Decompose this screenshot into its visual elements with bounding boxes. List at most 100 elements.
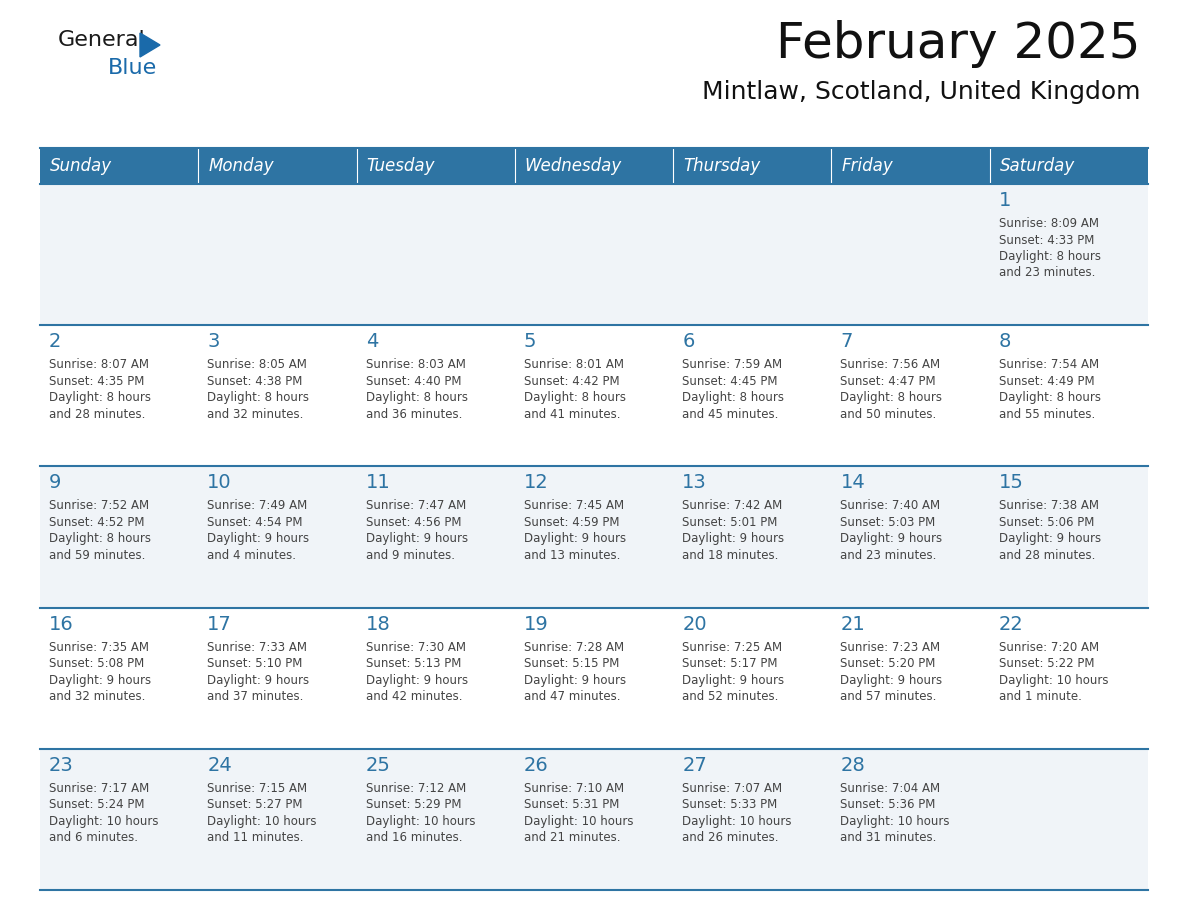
Text: Sunrise: 8:07 AM: Sunrise: 8:07 AM — [49, 358, 148, 371]
Bar — [198, 184, 356, 325]
Text: 17: 17 — [207, 614, 232, 633]
Bar — [40, 325, 198, 466]
Text: and 36 minutes.: and 36 minutes. — [366, 408, 462, 420]
Text: Sunset: 4:33 PM: Sunset: 4:33 PM — [999, 233, 1094, 247]
Text: Daylight: 8 hours: Daylight: 8 hours — [49, 532, 151, 545]
Text: Daylight: 9 hours: Daylight: 9 hours — [682, 674, 784, 687]
Text: Daylight: 9 hours: Daylight: 9 hours — [524, 674, 626, 687]
Bar — [198, 325, 356, 466]
Text: Sunset: 5:17 PM: Sunset: 5:17 PM — [682, 657, 778, 670]
Text: Sunrise: 7:15 AM: Sunrise: 7:15 AM — [207, 782, 308, 795]
Text: 6: 6 — [682, 332, 695, 352]
Text: and 45 minutes.: and 45 minutes. — [682, 408, 778, 420]
Text: Sunday: Sunday — [50, 157, 112, 175]
Text: and 4 minutes.: and 4 minutes. — [207, 549, 296, 562]
Text: Daylight: 10 hours: Daylight: 10 hours — [207, 815, 317, 828]
Text: Sunrise: 8:09 AM: Sunrise: 8:09 AM — [999, 217, 1099, 230]
Bar — [514, 749, 674, 890]
Text: Daylight: 9 hours: Daylight: 9 hours — [366, 674, 468, 687]
Bar — [674, 466, 832, 608]
Bar — [198, 466, 356, 608]
Text: Sunset: 5:27 PM: Sunset: 5:27 PM — [207, 799, 303, 812]
Text: and 32 minutes.: and 32 minutes. — [49, 690, 145, 703]
Text: 3: 3 — [207, 332, 220, 352]
Text: and 37 minutes.: and 37 minutes. — [207, 690, 304, 703]
Text: Daylight: 9 hours: Daylight: 9 hours — [49, 674, 151, 687]
Text: Tuesday: Tuesday — [367, 157, 435, 175]
Text: Daylight: 10 hours: Daylight: 10 hours — [49, 815, 158, 828]
Bar — [990, 184, 1148, 325]
Text: and 52 minutes.: and 52 minutes. — [682, 690, 778, 703]
Bar — [990, 749, 1148, 890]
Text: and 13 minutes.: and 13 minutes. — [524, 549, 620, 562]
Text: Sunset: 5:13 PM: Sunset: 5:13 PM — [366, 657, 461, 670]
Text: 28: 28 — [840, 756, 865, 775]
Bar — [990, 608, 1148, 749]
Bar — [832, 148, 990, 184]
Text: 4: 4 — [366, 332, 378, 352]
Text: and 26 minutes.: and 26 minutes. — [682, 832, 778, 845]
Text: Wednesday: Wednesday — [525, 157, 623, 175]
Text: and 1 minute.: and 1 minute. — [999, 690, 1081, 703]
Text: 27: 27 — [682, 756, 707, 775]
Polygon shape — [140, 33, 160, 57]
Text: Sunset: 5:31 PM: Sunset: 5:31 PM — [524, 799, 619, 812]
Text: Sunrise: 7:49 AM: Sunrise: 7:49 AM — [207, 499, 308, 512]
Bar — [356, 148, 514, 184]
Text: Sunset: 5:20 PM: Sunset: 5:20 PM — [840, 657, 936, 670]
Text: Monday: Monday — [208, 157, 274, 175]
Bar — [990, 148, 1148, 184]
Text: 24: 24 — [207, 756, 232, 775]
Text: 22: 22 — [999, 614, 1024, 633]
Text: Sunrise: 7:30 AM: Sunrise: 7:30 AM — [366, 641, 466, 654]
Text: 7: 7 — [840, 332, 853, 352]
Text: Sunrise: 7:54 AM: Sunrise: 7:54 AM — [999, 358, 1099, 371]
Text: 12: 12 — [524, 474, 549, 492]
Bar — [514, 325, 674, 466]
Bar — [514, 148, 674, 184]
Text: and 16 minutes.: and 16 minutes. — [366, 832, 462, 845]
Text: and 11 minutes.: and 11 minutes. — [207, 832, 304, 845]
Text: Sunrise: 7:33 AM: Sunrise: 7:33 AM — [207, 641, 308, 654]
Bar — [40, 608, 198, 749]
Text: 9: 9 — [49, 474, 62, 492]
Text: February 2025: February 2025 — [776, 20, 1140, 68]
Text: 19: 19 — [524, 614, 549, 633]
Text: Daylight: 8 hours: Daylight: 8 hours — [999, 250, 1101, 263]
Bar — [514, 608, 674, 749]
Text: and 28 minutes.: and 28 minutes. — [999, 549, 1095, 562]
Bar — [990, 325, 1148, 466]
Text: Sunset: 5:08 PM: Sunset: 5:08 PM — [49, 657, 144, 670]
Bar — [832, 184, 990, 325]
Bar — [356, 184, 514, 325]
Text: Sunrise: 7:52 AM: Sunrise: 7:52 AM — [49, 499, 150, 512]
Text: and 21 minutes.: and 21 minutes. — [524, 832, 620, 845]
Text: 13: 13 — [682, 474, 707, 492]
Text: Sunset: 5:15 PM: Sunset: 5:15 PM — [524, 657, 619, 670]
Text: Sunset: 4:35 PM: Sunset: 4:35 PM — [49, 375, 145, 387]
Text: Daylight: 9 hours: Daylight: 9 hours — [840, 674, 942, 687]
Text: Blue: Blue — [108, 58, 157, 78]
Text: Daylight: 10 hours: Daylight: 10 hours — [524, 815, 633, 828]
Text: Daylight: 10 hours: Daylight: 10 hours — [999, 674, 1108, 687]
Text: and 55 minutes.: and 55 minutes. — [999, 408, 1095, 420]
Text: General: General — [58, 30, 146, 50]
Text: and 42 minutes.: and 42 minutes. — [366, 690, 462, 703]
Text: Mintlaw, Scotland, United Kingdom: Mintlaw, Scotland, United Kingdom — [701, 80, 1140, 104]
Bar — [674, 749, 832, 890]
Text: Sunrise: 7:25 AM: Sunrise: 7:25 AM — [682, 641, 782, 654]
Bar — [40, 148, 198, 184]
Text: and 28 minutes.: and 28 minutes. — [49, 408, 145, 420]
Text: 11: 11 — [366, 474, 391, 492]
Bar — [674, 325, 832, 466]
Text: Sunrise: 7:12 AM: Sunrise: 7:12 AM — [366, 782, 466, 795]
Text: Thursday: Thursday — [683, 157, 760, 175]
Text: 21: 21 — [840, 614, 865, 633]
Text: Sunset: 4:40 PM: Sunset: 4:40 PM — [366, 375, 461, 387]
Bar — [198, 749, 356, 890]
Text: and 41 minutes.: and 41 minutes. — [524, 408, 620, 420]
Text: Daylight: 8 hours: Daylight: 8 hours — [524, 391, 626, 404]
Text: Sunset: 5:36 PM: Sunset: 5:36 PM — [840, 799, 936, 812]
Text: Sunrise: 7:20 AM: Sunrise: 7:20 AM — [999, 641, 1099, 654]
Text: Sunset: 5:01 PM: Sunset: 5:01 PM — [682, 516, 777, 529]
